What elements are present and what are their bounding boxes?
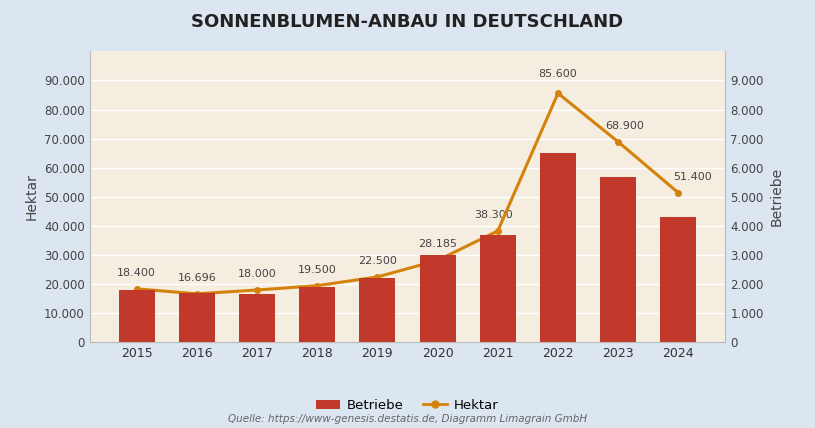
Y-axis label: Hektar: Hektar bbox=[24, 173, 38, 220]
Bar bbox=[359, 278, 395, 342]
Bar bbox=[239, 294, 275, 342]
Bar bbox=[660, 217, 697, 342]
Text: 16.696: 16.696 bbox=[178, 273, 216, 283]
Text: 18.000: 18.000 bbox=[238, 269, 276, 279]
Text: Quelle: https://www-genesis.destatis.de, Diagramm Limagrain GmbH: Quelle: https://www-genesis.destatis.de,… bbox=[228, 414, 587, 424]
Y-axis label: Betriebe: Betriebe bbox=[769, 167, 783, 226]
Bar bbox=[540, 153, 576, 342]
Bar bbox=[118, 290, 155, 342]
Text: 38.300: 38.300 bbox=[474, 210, 513, 220]
Text: 51.400: 51.400 bbox=[673, 172, 711, 182]
Text: 19.500: 19.500 bbox=[297, 265, 337, 274]
Text: 18.400: 18.400 bbox=[117, 268, 156, 278]
Bar bbox=[600, 176, 637, 342]
Bar bbox=[420, 255, 456, 342]
Text: 68.900: 68.900 bbox=[606, 121, 645, 131]
Text: 28.185: 28.185 bbox=[418, 239, 457, 249]
Legend: Betriebe, Hektar: Betriebe, Hektar bbox=[311, 394, 504, 417]
Text: 22.500: 22.500 bbox=[358, 256, 397, 266]
Bar bbox=[178, 293, 215, 342]
Bar bbox=[480, 235, 516, 342]
Bar bbox=[299, 287, 335, 342]
Text: SONNENBLUMEN-ANBAU IN DEUTSCHLAND: SONNENBLUMEN-ANBAU IN DEUTSCHLAND bbox=[192, 13, 623, 31]
Text: 85.600: 85.600 bbox=[539, 69, 577, 79]
